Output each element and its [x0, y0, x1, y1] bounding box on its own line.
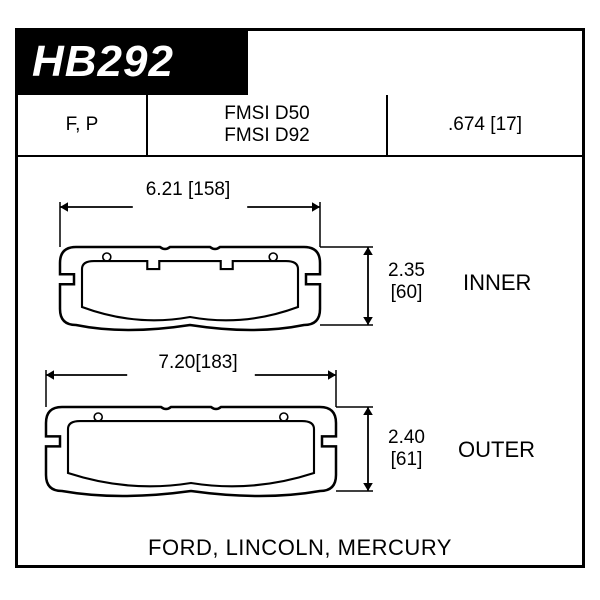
thickness: .674 [17]	[448, 114, 522, 136]
inner-width-dim: 6.21 [158]	[108, 179, 268, 201]
part-number: HB292	[32, 37, 174, 86]
fmsi-2: FMSI D92	[224, 125, 310, 147]
outer-label: OUTER	[458, 437, 535, 463]
info-row: F, P FMSI D50 FMSI D92 .674 [17]	[18, 95, 582, 157]
spec-frame: HB292 F, P FMSI D50 FMSI D92 .674 [17] 6…	[15, 28, 585, 568]
diagram-area: 6.21 [158] 2.35[60] INNER 7.20[183] 2.40…	[18, 157, 582, 517]
compounds-cell: F, P	[18, 95, 148, 155]
inner-height-dim: 2.35[60]	[388, 260, 425, 304]
applications: FORD, LINCOLN, MERCURY	[18, 517, 582, 561]
fmsi-1: FMSI D50	[224, 103, 310, 125]
part-number-block: HB292	[18, 31, 248, 95]
fmsi-cell: FMSI D50 FMSI D92	[148, 95, 388, 155]
pad-diagram	[18, 157, 583, 517]
thickness-cell: .674 [17]	[388, 95, 582, 155]
inner-label: INNER	[463, 270, 531, 296]
outer-height-dim: 2.40[61]	[388, 427, 425, 471]
compounds: F, P	[66, 114, 99, 136]
outer-width-dim: 7.20[183]	[118, 352, 278, 374]
